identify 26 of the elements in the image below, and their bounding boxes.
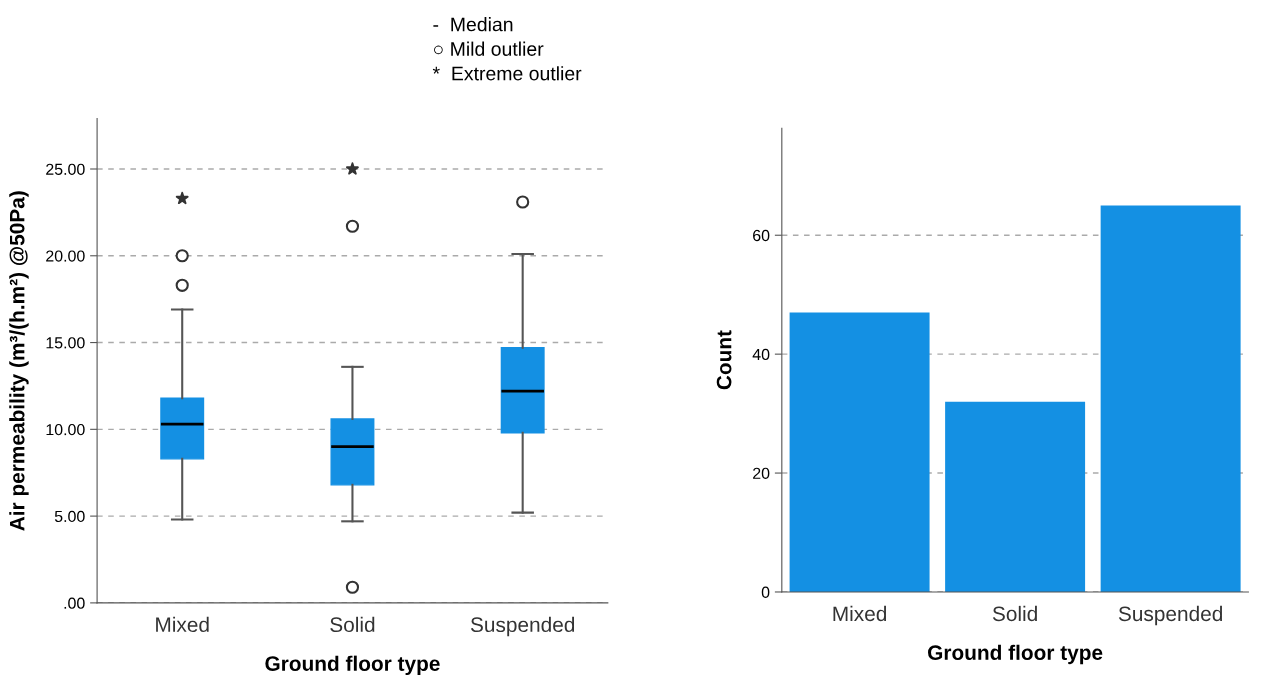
bar: [789, 312, 930, 592]
y-tick-label: 10.00: [46, 423, 85, 436]
y-tick-label: 40: [752, 348, 770, 361]
x-tick-label: Solid: [330, 616, 375, 633]
bar: [1100, 205, 1241, 592]
bar: [945, 401, 1086, 592]
text: - Median: [433, 17, 513, 32]
x-tick-label: Mixed: [156, 616, 209, 633]
y-axis-title: Count: [716, 330, 732, 390]
y-tick-label: .00: [64, 597, 85, 609]
x-axis-title: Ground floor type: [928, 644, 1103, 665]
y-tick-label: 5.00: [54, 510, 85, 523]
text: ○ Mild outlier: [434, 41, 544, 56]
y-tick-label: 20.00: [46, 250, 85, 262]
text: * Extreme outlier: [432, 66, 582, 81]
x-axis-title: Ground floor type: [265, 655, 440, 676]
y-tick-label: 25.00: [46, 163, 85, 175]
y-tick-label: 15.00: [46, 337, 85, 349]
x-tick-label: Suspended: [1118, 605, 1222, 626]
x-tick-label: Solid: [992, 605, 1037, 622]
x-tick-label: Suspended: [470, 616, 575, 637]
y-tick-label: 0: [761, 586, 770, 598]
x-tick-label: Mixed: [833, 605, 887, 622]
y-tick-label: 60: [753, 229, 770, 242]
y-tick-label: 20: [753, 467, 770, 480]
y-axis-title: Air permeability (m³/(h.m²) @50Pa): [9, 191, 29, 531]
